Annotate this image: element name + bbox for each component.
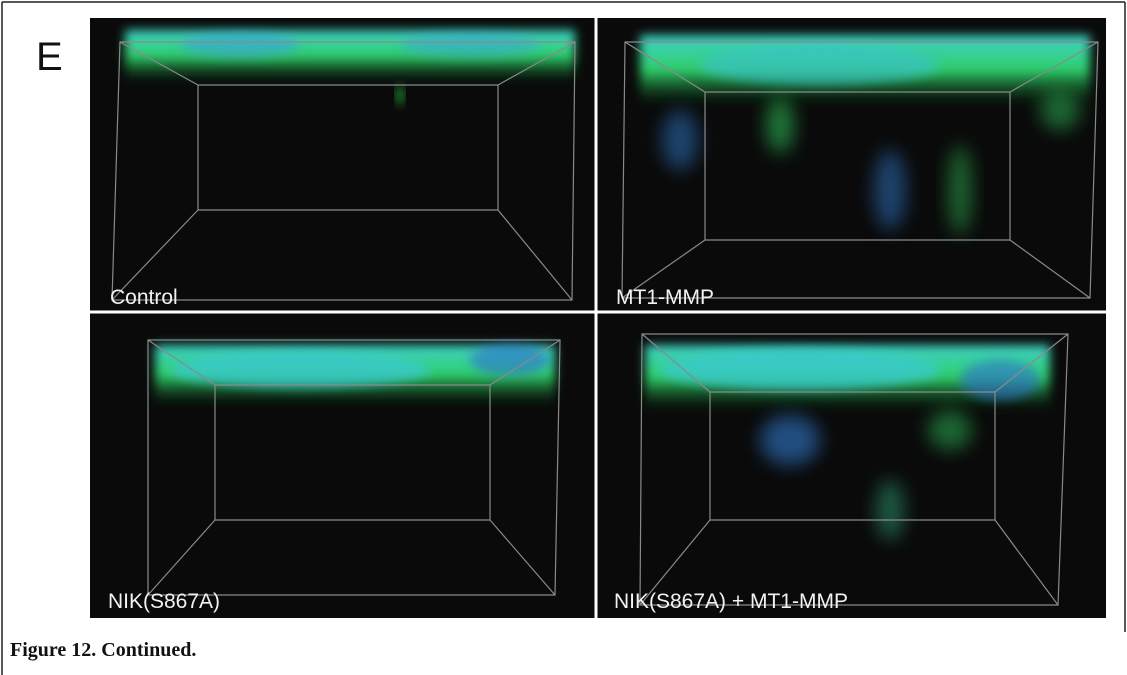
panel-letter: E [36, 35, 63, 79]
panel-label: MT1-MMP [616, 286, 714, 309]
page: E Control MT1-MMP NIK(S867A) [0, 0, 1127, 675]
caption: Figure 12. Continued. [10, 639, 196, 661]
figure: E Control MT1-MMP NIK(S867A) [0, 0, 1127, 675]
image-area [90, 18, 1106, 618]
panel-label: NIK(S867A) + MT1-MMP [614, 590, 848, 613]
panel-label: NIK(S867A) [108, 590, 220, 613]
panel-label: Control [110, 286, 178, 309]
